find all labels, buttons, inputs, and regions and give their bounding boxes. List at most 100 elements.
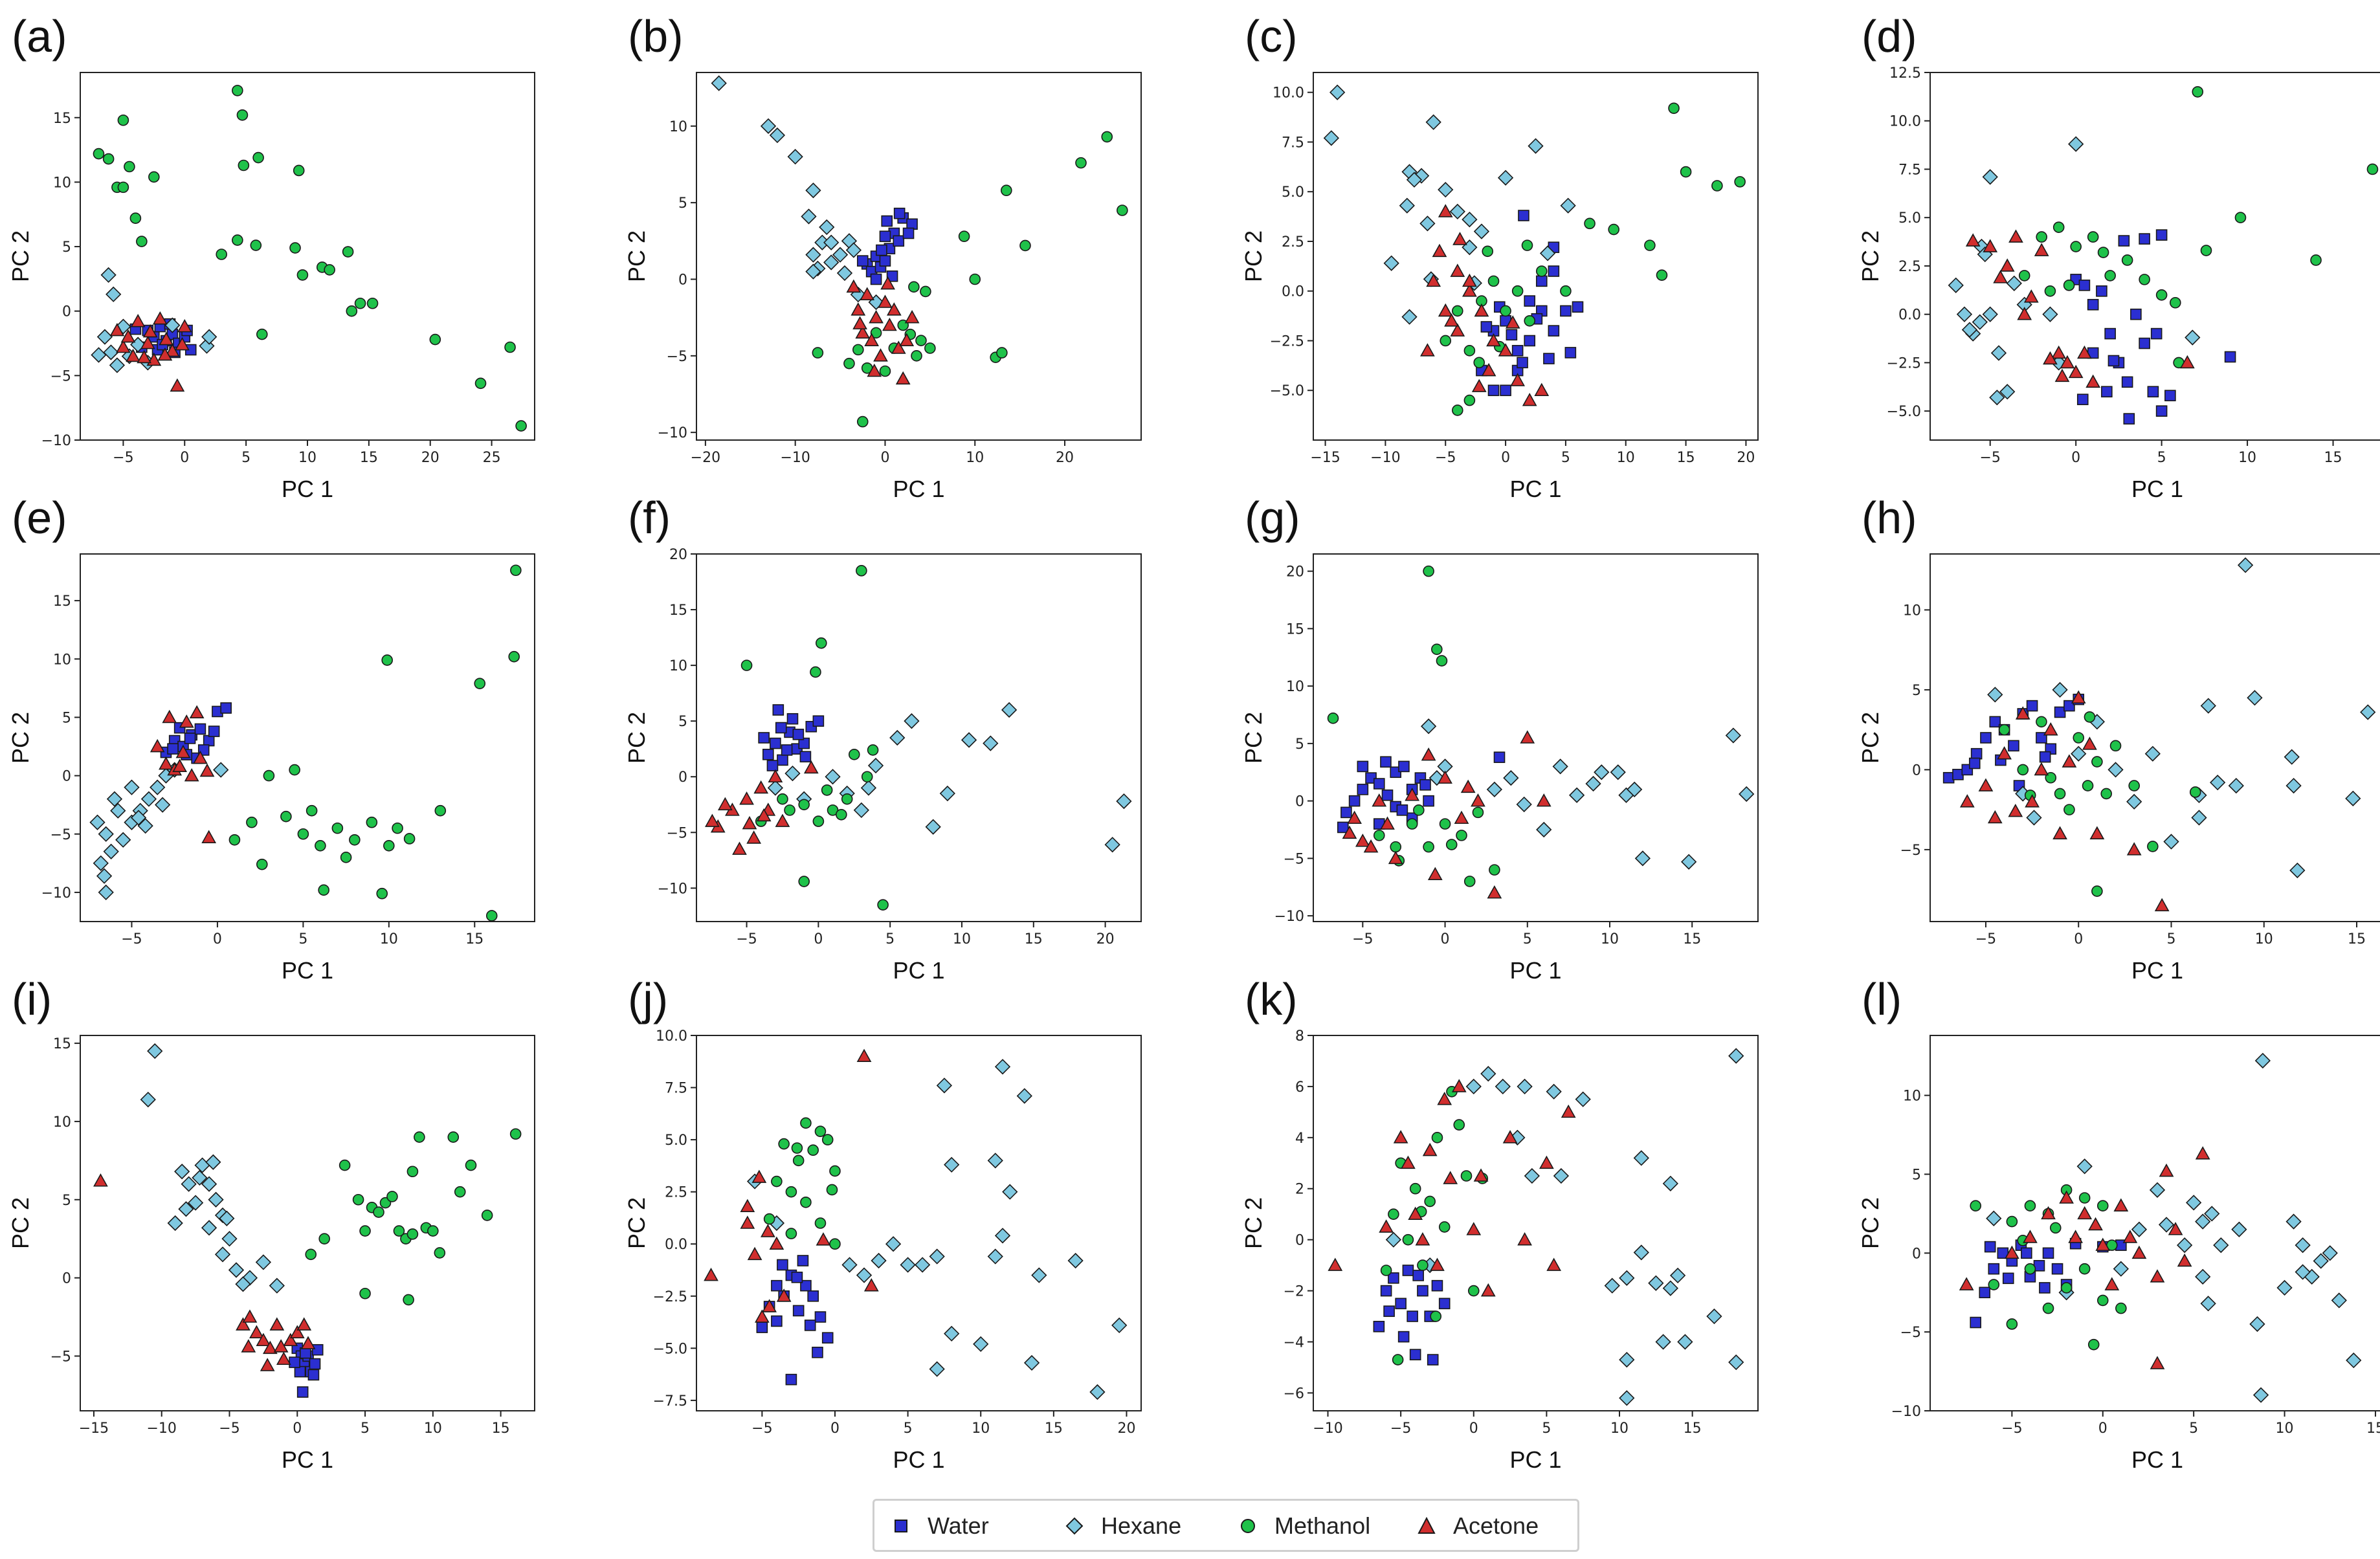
data-point-water (1988, 1263, 2000, 1275)
data-point-hexane (994, 1228, 1011, 1244)
series-acetone (109, 311, 192, 392)
data-point-hexane (805, 182, 821, 199)
data-point-hexane (96, 868, 113, 884)
data-point-acetone (1480, 1283, 1496, 1297)
data-point-acetone (2154, 898, 2170, 912)
y-axis-label: PC 2 (7, 712, 34, 764)
data-point-methanol (406, 1228, 419, 1240)
data-point-hexane (1982, 169, 1998, 185)
data-point-acetone (263, 1340, 278, 1354)
y-tick-label: −2 (1284, 1284, 1304, 1300)
data-point-methanol (2100, 788, 2113, 800)
data-point-water (766, 760, 779, 771)
data-point-acetone (175, 744, 191, 758)
data-point-acetone (120, 329, 136, 343)
data-point-hexane (2158, 1217, 2175, 1233)
data-point-hexane (178, 1201, 194, 1217)
data-point-methanol (958, 230, 970, 243)
data-point-water (775, 722, 787, 734)
plot-area (1313, 72, 1759, 441)
data-point-acetone (751, 1169, 767, 1183)
data-point-hexane (2200, 1296, 2216, 1312)
data-point-water (1417, 1285, 1429, 1297)
data-point-acetone (109, 322, 125, 337)
data-point-hexane (2149, 1182, 2166, 1198)
data-point-water (807, 1290, 819, 1302)
data-point-methanol (2078, 1192, 2091, 1204)
x-tick-label: 10 (972, 1421, 990, 1437)
y-tick-label: 15 (669, 603, 687, 619)
data-point-methanol (2147, 841, 2159, 852)
data-point-hexane (2285, 777, 2302, 794)
x-tick-label: 5 (904, 1421, 913, 1437)
y-tick-label: −10 (658, 425, 687, 441)
data-point-acetone (1959, 1277, 1974, 1290)
data-point-water (1423, 795, 1434, 807)
data-point-acetone (855, 325, 871, 339)
panel-label: (g) (1245, 492, 1300, 543)
data-point-hexane (1552, 758, 1568, 775)
data-point-water (893, 235, 905, 247)
data-point-hexane (2076, 1158, 2093, 1175)
data-point-acetone (1498, 343, 1513, 357)
data-point-hexane (1989, 390, 2005, 406)
data-point-water (1524, 295, 1536, 307)
data-point-methanol (1734, 176, 1746, 188)
y-tick-label: 15 (1286, 621, 1304, 637)
data-point-hexane (1648, 1275, 1664, 1291)
data-point-acetone (851, 302, 866, 316)
series-methanol (1380, 1086, 1489, 1366)
data-point-acetone (2025, 794, 2040, 808)
panel-label: (a) (12, 11, 67, 61)
legend-label-water: Water (928, 1512, 989, 1539)
data-point-methanol (1460, 1170, 1473, 1182)
data-point-methanol (359, 1287, 371, 1299)
data-point-methanol (2121, 254, 2133, 266)
data-point-water (167, 743, 179, 755)
panel-l: (l) −5 0 5 10 15 −10 −5 0 5 10 PC 1 PC 2 (1857, 974, 2380, 1473)
data-point-water (1412, 1270, 1424, 1281)
data-point-acetone (1965, 233, 1981, 247)
data-point-methanol (2087, 231, 2099, 243)
data-point-methanol (843, 357, 855, 370)
data-point-hexane (1728, 1048, 1744, 1064)
data-point-hexane (2126, 793, 2142, 810)
data-point-methanol (877, 899, 889, 911)
data-point-hexane (2284, 749, 2300, 765)
data-point-methanol (861, 771, 873, 783)
data-point-methanol (474, 377, 487, 390)
data-point-methanol (510, 564, 522, 577)
data-point-water (203, 735, 215, 747)
y-tick-label: 0 (678, 769, 687, 786)
series-water (2070, 229, 2236, 425)
data-point-methanol (1417, 1259, 1429, 1271)
data-point-acetone (2122, 1230, 2138, 1243)
data-point-hexane (1528, 138, 1544, 154)
data-point-acetone (1422, 1142, 1438, 1156)
plot-area (696, 72, 1142, 441)
data-point-acetone (2023, 289, 2039, 303)
data-point-acetone (1520, 730, 1535, 744)
data-point-hexane (987, 1153, 1003, 1169)
data-point-hexane (1465, 1078, 1482, 1095)
data-point-water (1989, 716, 2001, 728)
data-point-acetone (276, 1351, 291, 1366)
data-point-water (771, 1279, 783, 1292)
data-point-methanol (373, 1206, 384, 1218)
data-point-methanol (1423, 565, 1434, 577)
data-point-methanol (1406, 818, 1418, 830)
data-point-hexane (832, 247, 849, 263)
data-point-acetone (256, 1332, 271, 1347)
data-point-acetone (1517, 1232, 1532, 1246)
data-point-acetone (93, 1173, 108, 1187)
data-point-methanol (102, 153, 115, 165)
data-point-hexane (961, 732, 977, 748)
x-axis-label: PC 1 (2131, 957, 2183, 984)
data-point-water (309, 1358, 321, 1370)
data-point-hexane (167, 1215, 183, 1232)
y-tick-label: 5 (62, 1193, 71, 1209)
y-tick-label: 5.0 (665, 1133, 687, 1149)
data-point-acetone (1401, 1155, 1416, 1169)
data-point-acetone (1452, 232, 1467, 245)
data-point-water (870, 273, 882, 285)
